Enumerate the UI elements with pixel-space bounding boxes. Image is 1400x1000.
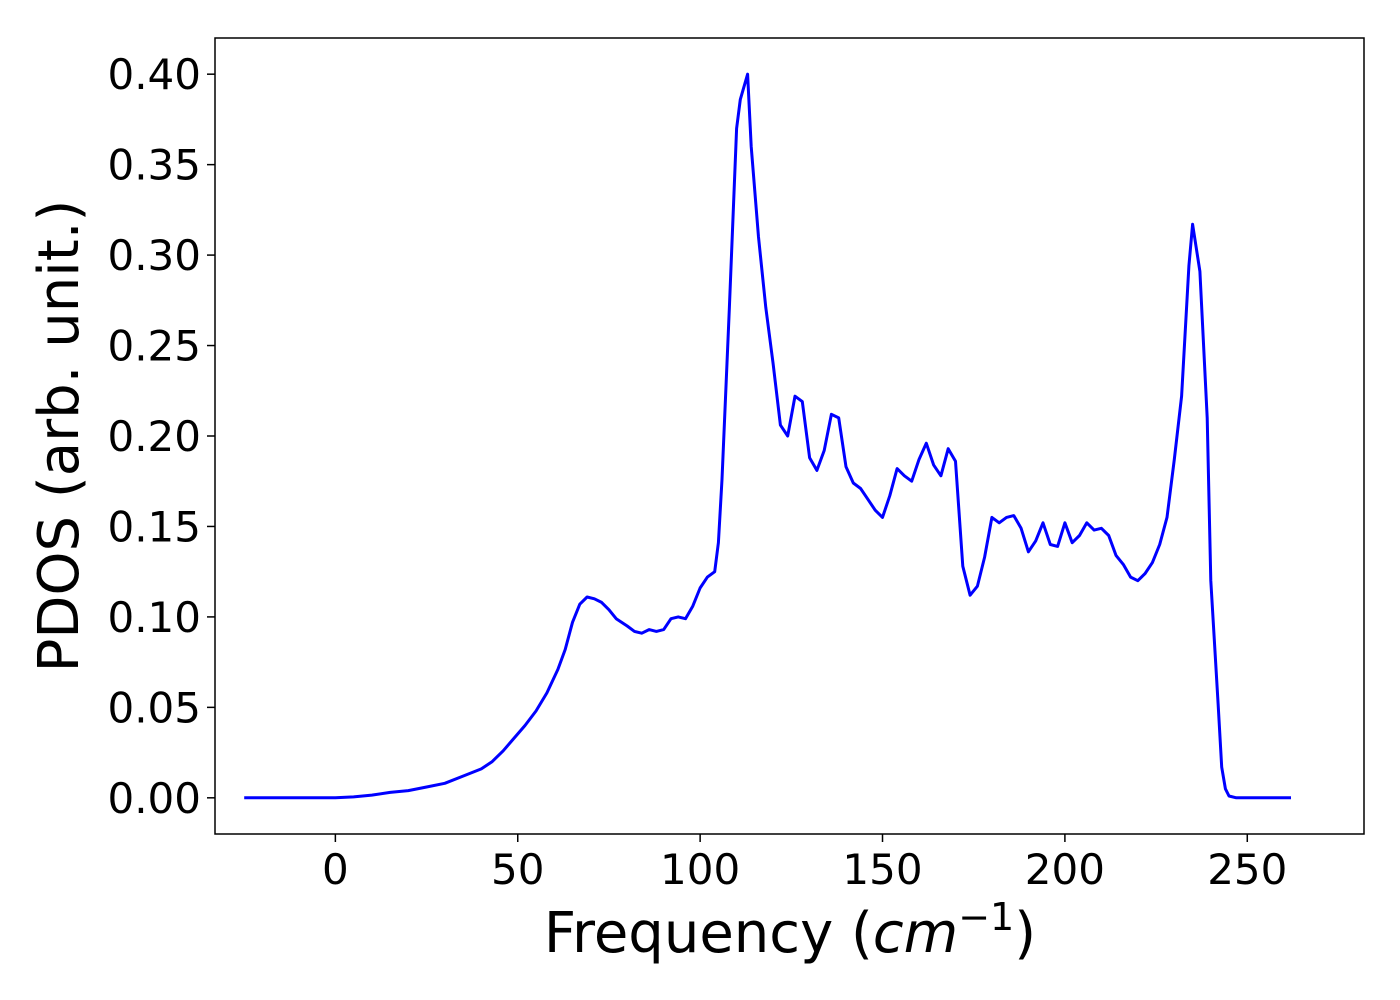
- x-tick-label: 150: [842, 845, 922, 894]
- y-tick-label: 0.25: [107, 322, 201, 371]
- x-ticks: 0 50 100 150 200 250: [322, 834, 1287, 894]
- y-tick-label: 0.20: [107, 412, 201, 461]
- y-tick-label: 0.40: [107, 50, 201, 99]
- y-tick-label: 0.10: [107, 593, 201, 642]
- plot-frame: [214, 37, 1365, 835]
- y-tick-label: 0.30: [107, 231, 201, 280]
- pdos-line: [244, 72, 1291, 800]
- y-tick-label: 0.15: [107, 502, 201, 551]
- y-tick-label: 0.00: [107, 774, 201, 823]
- y-tick-label: 0.05: [107, 683, 201, 732]
- x-tick-label: 0: [322, 845, 349, 894]
- y-tick-label: 0.35: [107, 141, 201, 190]
- y-ticks: 0.00 0.05 0.10 0.15 0.20 0.25 0.30 0.35 0.40: [107, 50, 215, 823]
- x-tick-label: 50: [491, 845, 544, 894]
- y-axis-label: PDOS (arb. unit.): [27, 200, 92, 673]
- x-axis-label: Frequency (cm−1): [544, 895, 1036, 966]
- x-tick-label: 250: [1207, 845, 1287, 894]
- x-tick-label: 200: [1025, 845, 1105, 894]
- x-tick-label: 100: [660, 845, 740, 894]
